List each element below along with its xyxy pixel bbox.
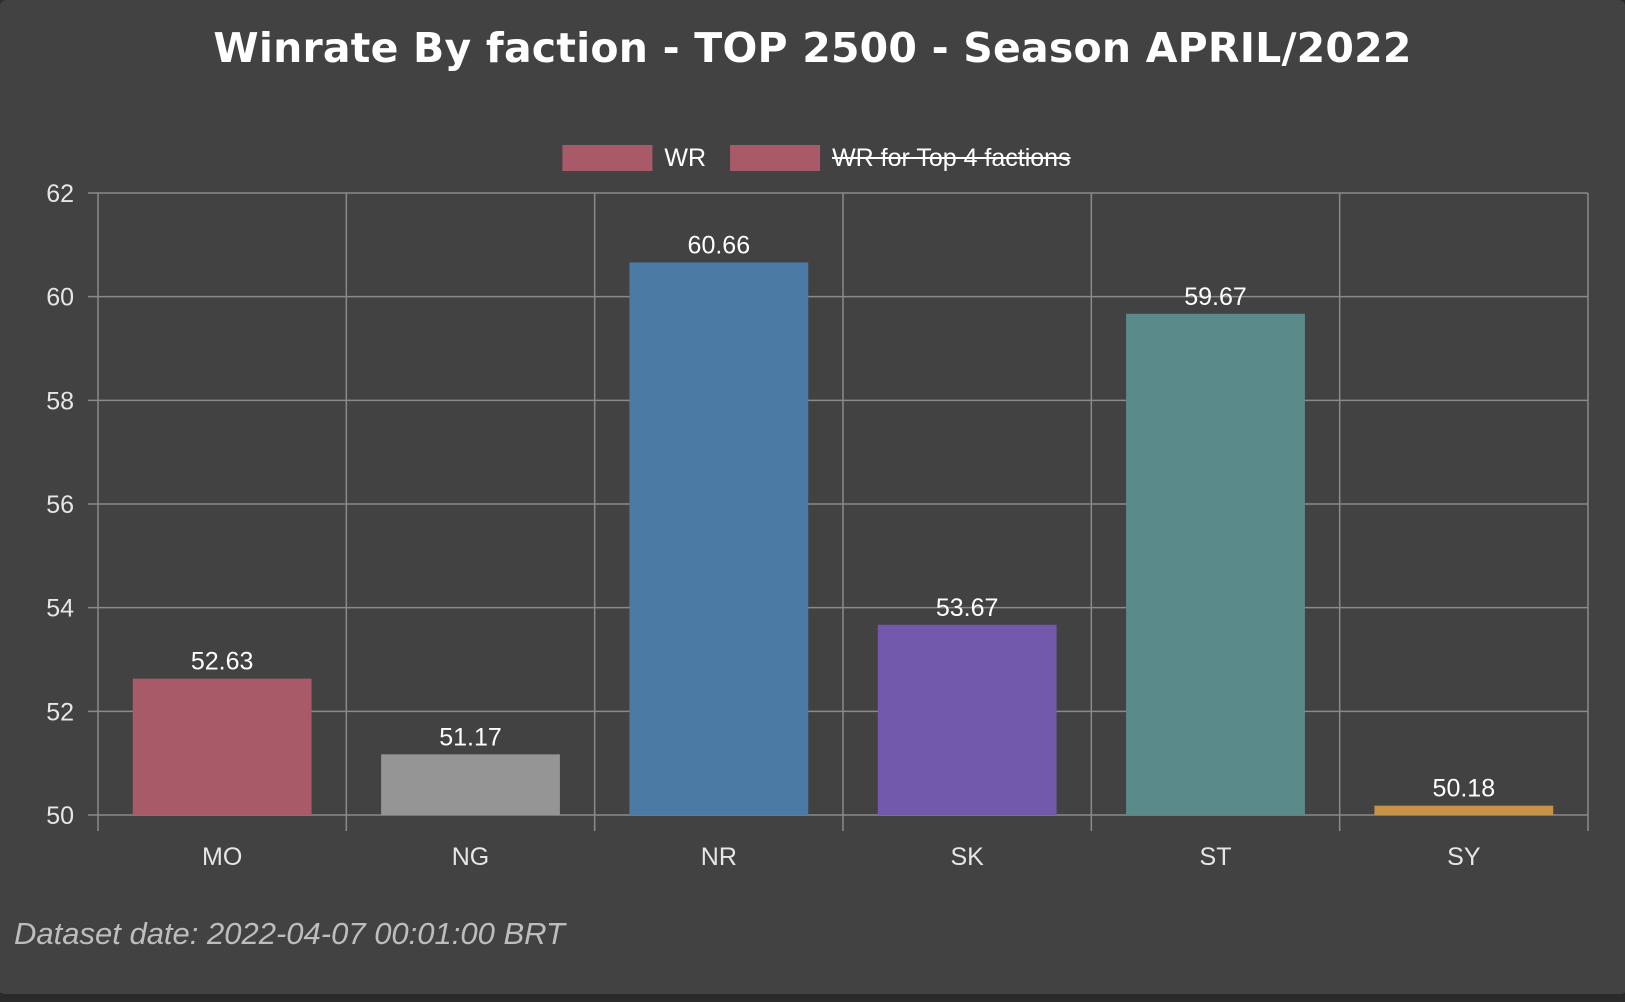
y-tick-label: 52 [46, 698, 74, 726]
y-tick-label: 56 [46, 491, 74, 519]
data-label-mo: 52.63 [191, 648, 254, 676]
y-tick-label: 60 [46, 284, 74, 312]
x-tick-label-sk: SK [950, 843, 984, 871]
bar-mo [132, 678, 312, 815]
bars [132, 262, 1554, 815]
x-tick-label-st: ST [1200, 843, 1232, 871]
data-label-sk: 53.67 [936, 594, 999, 622]
bar-sy [1374, 805, 1554, 815]
legend: WR WR for Top 4 factions [562, 144, 1071, 172]
y-tick-label: 58 [46, 387, 74, 415]
bar-nr [629, 262, 809, 815]
y-tick-label: 54 [46, 595, 74, 623]
grid-lines [88, 192, 1589, 831]
legend-label-0: WR [664, 144, 706, 172]
legend-swatch-1 [730, 145, 821, 171]
legend-swatch-0 [562, 145, 653, 171]
dataset-date: Dataset date: 2022-04-07 00:01:00 BRT [14, 916, 565, 951]
data-labels: 52.63 51.17 60.66 53.67 59.67 50.18 [191, 231, 1495, 802]
x-tick-label-nr: NR [701, 843, 737, 871]
x-tick-label-sy: SY [1447, 843, 1481, 871]
data-label-sy: 50.18 [1433, 775, 1496, 803]
axes: 50 52 54 56 58 60 62 MO NG NR SK ST SY [46, 180, 1481, 871]
x-tick-label-ng: NG [452, 843, 490, 871]
y-tick-label: 62 [46, 180, 74, 208]
data-label-nr: 60.66 [688, 231, 751, 259]
bar-st [1126, 313, 1305, 815]
chart-title: Winrate By faction - TOP 2500 - Season A… [213, 24, 1412, 72]
x-tick-label-mo: MO [202, 843, 242, 871]
y-tick-label: 50 [46, 802, 74, 830]
data-label-st: 59.67 [1184, 283, 1247, 311]
bar-ng [381, 754, 560, 815]
bar-sk [877, 624, 1057, 815]
data-label-ng: 51.17 [439, 723, 502, 751]
